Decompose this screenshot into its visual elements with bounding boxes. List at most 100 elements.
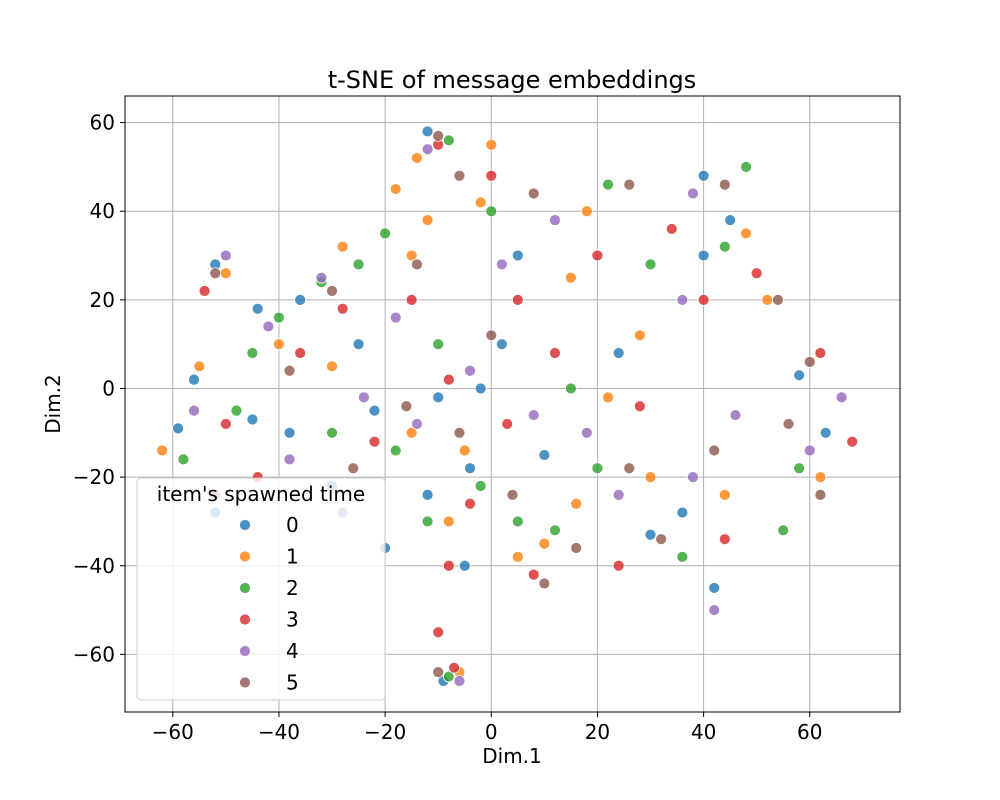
scatter-point-series-1 [389,183,402,195]
scatter-point-series-1 [564,271,577,284]
scatter-point-series-1 [336,240,349,253]
scatter-point-series-1 [644,471,657,484]
scatter-point-series-5 [209,267,222,280]
scatter-point-series-4 [708,604,721,616]
scatter-point-series-4 [835,391,848,404]
scatter-point-series-1 [458,444,471,457]
scatter-point-series-2 [591,462,604,475]
scatter-point-series-2 [740,161,752,173]
scatter-point-series-0 [676,506,689,519]
x-tick-label: 0 [485,720,498,744]
scatter-point-series-2 [676,550,689,563]
scatter-point-series-4 [612,488,625,501]
scatter-point-series-5 [527,187,540,200]
x-tick-label: −20 [364,720,406,744]
scatter-point-series-1 [570,497,583,510]
scatter-point-series-3 [485,169,498,182]
scatter-point-series-1 [538,537,551,550]
scatter-point-series-2 [485,205,498,218]
scatter-point-series-0 [188,373,200,386]
scatter-point-series-4 [687,187,699,200]
y-tick-label: 40 [90,199,115,223]
scatter-point-series-3 [442,373,455,386]
scatter-point-series-3 [846,435,859,448]
legend-marker-1 [239,550,251,563]
scatter-point-series-3 [368,435,381,448]
scatter-point-series-3 [198,285,211,297]
scatter-point-series-3 [511,293,524,306]
legend-marker-4 [239,645,251,657]
scatter-point-series-1 [511,550,524,563]
scatter-point-series-1 [602,391,614,404]
x-tick-label: −40 [258,720,300,744]
scatter-point-series-4 [421,143,434,156]
scatter-point-series-3 [464,497,476,510]
scatter-point-series-5 [453,426,466,439]
scatter-point-series-4 [527,409,540,421]
scatter-point-series-3 [697,293,710,306]
scatter-point-series-3 [718,533,731,546]
scatter-point-series-5 [538,577,551,590]
scatter-point-series-1 [814,471,827,484]
scatter-point-series-4 [580,426,593,439]
legend-marker-2 [239,582,251,594]
scatter-point-series-5 [718,178,731,191]
scatter-point-series-3 [405,293,418,306]
scatter-point-series-4 [549,214,561,226]
scatter-point-series-2 [230,404,243,417]
legend-box [136,477,386,701]
scatter-point-series-3 [750,267,763,280]
y-tick-label: 60 [90,111,115,135]
scatter-point-series-5 [782,418,795,430]
scatter-point-series-2 [177,453,190,466]
plot-area-frame [124,95,901,713]
scatter-point-series-0 [697,249,710,262]
scatter-point-series-5 [623,462,636,475]
scatter-point-series-2 [432,338,445,351]
scatter-point-series-0 [474,382,487,395]
scatter-point-series-0 [708,582,721,594]
scatter-point-series-2 [777,524,790,537]
scatter-point-series-5 [506,488,519,501]
scatter-point-series-4 [729,409,742,421]
scatter-point-series-4 [464,364,476,377]
scatter-point-series-0 [458,559,471,572]
scatter-point-series-5 [803,355,816,368]
legend-label-4: 4 [286,639,299,663]
scatter-point-series-0 [421,488,434,501]
scatter-point-series-0 [294,293,307,306]
x-tick-label: 20 [585,720,610,744]
scatter-point-series-5 [326,285,338,297]
scatter-point-series-0 [352,338,365,351]
scatter-point-series-3 [814,347,827,359]
scatter-point-series-1 [740,227,752,240]
scatter-point-series-1 [421,214,434,226]
scatter-point-series-4 [357,391,370,404]
scatter-point-series-1 [761,293,774,306]
scatter-point-series-4 [803,444,816,457]
scatter-point-series-0 [172,422,184,435]
scatter-point-series-2 [442,134,455,147]
scatter-point-series-2 [421,515,434,528]
scatter-point-series-0 [819,426,832,439]
scatter-point-series-3 [591,249,604,262]
scatter-point-series-4 [262,320,275,333]
legend-label-2: 2 [286,576,299,600]
scatter-point-series-3 [294,347,307,359]
scatter-point-series-3 [448,661,461,674]
scatter-point-series-2 [474,480,487,492]
x-axis-label: Dim.1 [482,744,542,768]
scatter-point-series-1 [156,444,169,457]
scatter-point-series-2 [246,347,259,359]
y-tick-label: 20 [90,288,115,312]
scatter-point-series-4 [495,258,508,271]
scatter-point-series-1 [405,249,418,262]
scatter-point-series-0 [697,169,710,182]
scatter-point-series-0 [283,426,296,439]
legend-marker-0 [239,519,251,531]
scatter-point-series-2 [718,240,731,253]
scatter-point-series-1 [273,338,285,351]
scatter-point-series-3 [665,223,678,235]
